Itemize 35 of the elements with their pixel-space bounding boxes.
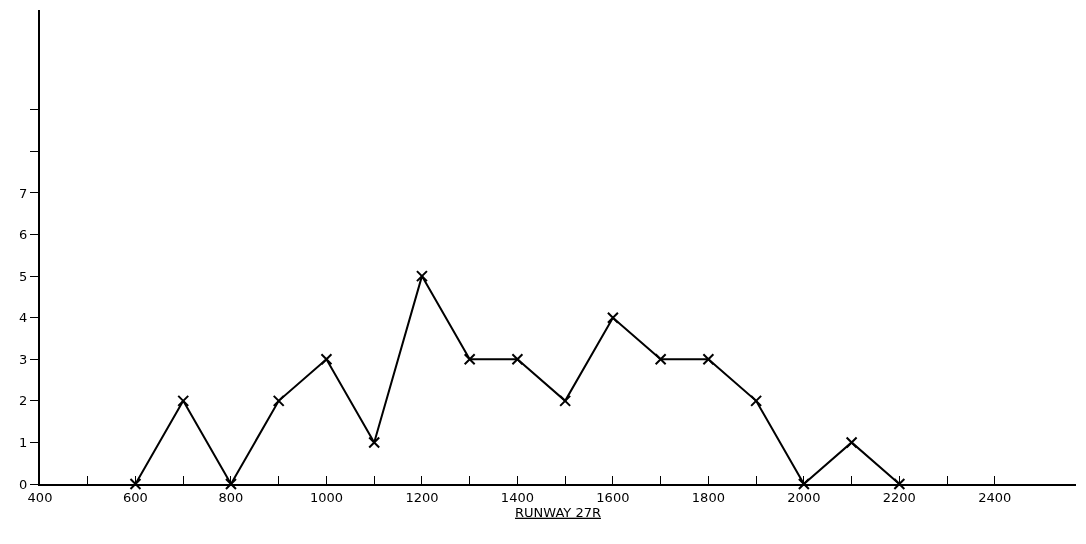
- point: [368, 436, 381, 449]
- point: [177, 394, 190, 407]
- point: [224, 478, 237, 490]
- y-tick-label: 2: [19, 393, 28, 409]
- point: [320, 353, 333, 366]
- x-tick-label: 2400: [978, 489, 1012, 505]
- y-tick-label: 4: [19, 310, 28, 326]
- point: [559, 394, 572, 407]
- point: [750, 394, 763, 407]
- point: [654, 353, 667, 366]
- point: [606, 311, 619, 324]
- x-tick-label: 800: [218, 489, 244, 505]
- x-tick-label: 1200: [405, 489, 439, 505]
- x-tick-label: 1600: [596, 489, 630, 505]
- point: [463, 353, 476, 366]
- point: [845, 436, 858, 449]
- x-tick-label: 2000: [787, 489, 821, 505]
- y-tick-label: 7: [19, 185, 28, 201]
- x-tick-label: 400: [27, 489, 53, 505]
- x-tick-label: 1800: [691, 489, 725, 505]
- x-tick-label: 1400: [500, 489, 534, 505]
- y-tick-label: 1: [19, 434, 28, 450]
- x-axis-title: RUNWAY 27R: [515, 504, 601, 520]
- point: [511, 353, 524, 366]
- point: [702, 353, 715, 366]
- y-tick-label: 5: [19, 268, 28, 284]
- point: [797, 478, 810, 490]
- y-tick-label: 3: [19, 351, 28, 367]
- x-tick-label: 2200: [882, 489, 916, 505]
- y-tick-label: 0: [19, 476, 28, 492]
- x-tick-label: 1000: [309, 489, 343, 505]
- point: [415, 270, 428, 283]
- point: [272, 394, 285, 407]
- x-tick-label: 600: [123, 489, 148, 505]
- y-tick-label: 6: [19, 227, 28, 243]
